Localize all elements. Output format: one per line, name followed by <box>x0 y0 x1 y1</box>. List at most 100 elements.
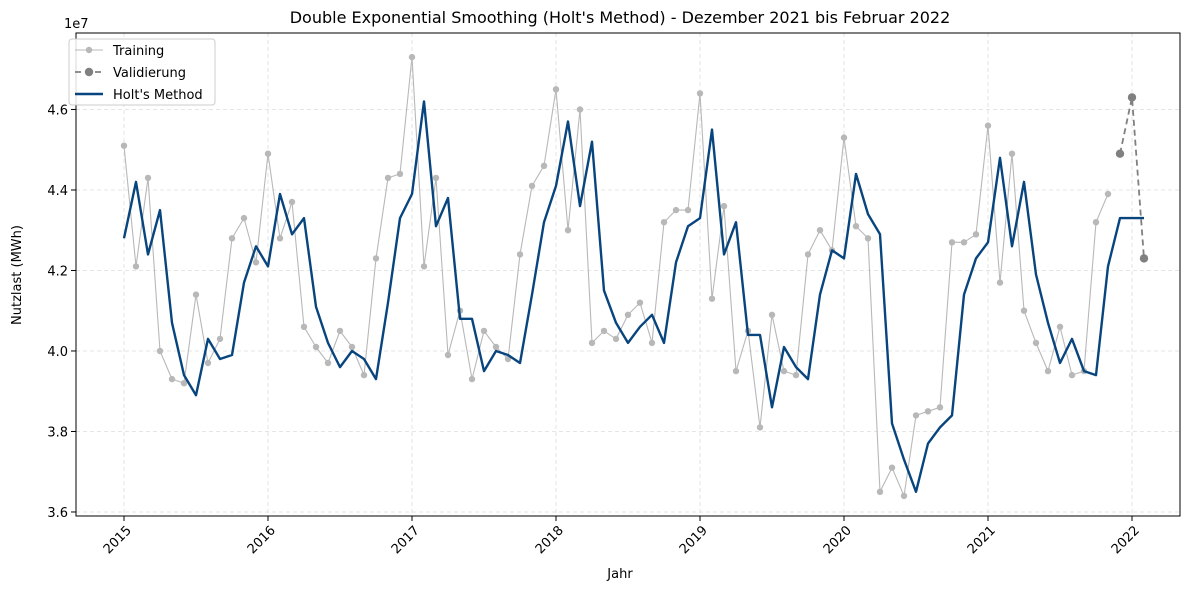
data-point <box>660 219 668 226</box>
data-point <box>312 343 320 351</box>
data-point <box>780 367 788 375</box>
x-tick-label: 2015 <box>101 523 135 557</box>
data-point <box>288 198 296 206</box>
legend-label: Training <box>112 44 164 59</box>
series-line <box>122 100 1144 493</box>
legend-label: Holt's Method <box>113 88 203 103</box>
y-tick-label: 3.8 <box>47 425 68 440</box>
data-point <box>492 343 500 351</box>
data-point <box>396 170 404 178</box>
series-line <box>1119 96 1145 259</box>
data-point <box>876 488 884 495</box>
data-point <box>1139 254 1149 263</box>
data-point <box>816 227 824 234</box>
data-point <box>252 259 260 266</box>
legend-marker <box>85 46 93 54</box>
data-point <box>480 327 488 335</box>
data-point <box>732 367 740 375</box>
data-point <box>792 371 800 379</box>
data-point <box>1044 367 1052 375</box>
data-point <box>960 239 968 246</box>
data-point <box>996 279 1004 286</box>
data-point <box>708 295 716 302</box>
data-point <box>648 339 656 347</box>
y-tick-label: 4.4 <box>47 184 68 199</box>
x-axis-label: Jahr <box>606 567 633 582</box>
x-tick-label: 2021 <box>965 523 999 557</box>
data-point <box>528 182 536 190</box>
data-point <box>624 311 632 318</box>
data-point <box>936 404 944 411</box>
data-point <box>1032 339 1040 347</box>
data-point <box>600 327 608 335</box>
data-point <box>324 359 332 367</box>
data-point <box>132 263 140 270</box>
data-point <box>756 424 764 431</box>
data-point <box>120 142 128 149</box>
legend-marker <box>84 67 94 77</box>
y-tick-label: 4.0 <box>47 345 68 360</box>
data-point <box>588 339 596 347</box>
data-point <box>912 412 920 419</box>
plot-frame <box>75 32 1181 517</box>
data-point <box>228 235 236 242</box>
data-point <box>804 251 812 258</box>
data-point <box>468 375 476 383</box>
data-point <box>696 90 704 97</box>
data-point <box>264 150 272 157</box>
data-point <box>900 492 908 500</box>
legend: Training Validierung Holt's Method <box>68 38 216 106</box>
chart-title: Double Exponential Smoothing (Holt's Met… <box>290 8 951 27</box>
data-point <box>168 375 176 383</box>
data-point <box>984 122 992 129</box>
series-validierung <box>1115 93 1149 263</box>
data-point <box>144 174 152 182</box>
data-point <box>516 251 524 258</box>
data-point <box>768 311 776 318</box>
legend-label: Validierung <box>113 66 186 81</box>
data-point <box>852 223 860 230</box>
data-point <box>972 231 980 238</box>
y-tick-label: 4.2 <box>47 264 68 279</box>
legend-item: Validierung <box>75 66 186 81</box>
data-point <box>1127 93 1137 102</box>
x-tick-label: 2018 <box>533 523 567 557</box>
legend-box <box>68 38 216 106</box>
data-point <box>180 380 188 387</box>
data-point <box>612 335 620 343</box>
x-tick-label: 2020 <box>821 523 855 557</box>
data-point <box>1104 190 1112 198</box>
x-tick-label: 2017 <box>389 523 423 557</box>
data-point <box>840 134 848 141</box>
data-point <box>948 239 956 246</box>
data-point <box>684 206 692 214</box>
data-point <box>384 174 392 182</box>
data-point <box>204 359 212 367</box>
x-tick-label: 2016 <box>245 523 279 557</box>
data-point <box>300 323 308 330</box>
data-point <box>336 327 344 335</box>
legend-item: Training <box>75 44 164 59</box>
data-point <box>1056 323 1064 330</box>
data-point <box>636 299 644 306</box>
series-layer <box>120 53 1149 500</box>
data-point <box>432 174 440 182</box>
series-holt-s-method <box>122 100 1144 493</box>
data-point <box>156 347 164 355</box>
grid <box>76 33 1180 516</box>
data-point <box>564 227 572 234</box>
data-point <box>372 255 380 262</box>
data-point <box>720 202 728 210</box>
legend-item: Holt's Method <box>75 88 203 103</box>
data-point <box>924 408 932 415</box>
y-offset-label: 1e7 <box>64 17 89 32</box>
data-point <box>576 106 584 113</box>
data-point <box>1008 150 1016 157</box>
data-point <box>240 214 248 222</box>
data-point <box>420 263 428 270</box>
y-tick-label: 3.6 <box>47 506 68 521</box>
data-point <box>348 343 356 351</box>
x-tick-label: 2019 <box>677 523 711 557</box>
data-point <box>192 291 200 298</box>
